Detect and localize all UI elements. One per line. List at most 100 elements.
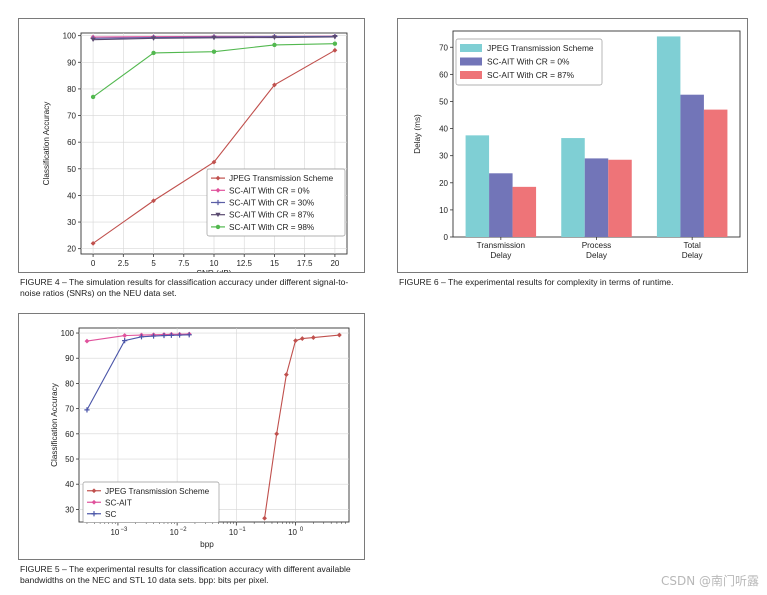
legend: JPEG Transmission Scheme SC-AIT With CR =… <box>455 38 603 86</box>
y-tick-label: 70 <box>67 112 76 121</box>
y-tick-label: 30 <box>67 218 76 227</box>
y-tick-label: 50 <box>439 97 448 106</box>
series-line <box>84 332 192 413</box>
bar <box>680 94 704 238</box>
y-tick-label: 90 <box>67 58 76 67</box>
y-axis-label: Classification Accuracy <box>50 382 59 467</box>
data-point <box>84 407 90 413</box>
y-tick-label: 100 <box>63 32 77 41</box>
data-point <box>293 338 298 343</box>
y-tick-label: 100 <box>61 329 75 338</box>
x-tick-label: 7.5 <box>178 259 190 268</box>
x-tick-label: 10 <box>229 528 238 537</box>
legend: JPEG Transmission Scheme SC-AIT SC <box>82 481 220 523</box>
data-point <box>84 338 90 344</box>
data-point <box>186 332 192 338</box>
bar <box>656 36 681 237</box>
x-axis-label: bpp <box>200 540 214 549</box>
legend-label: SC-AIT With CR = 0% <box>229 186 310 195</box>
figure-5-caption: FIGURE 5 – The experimental results for … <box>20 564 351 585</box>
legend-marker <box>91 511 97 517</box>
series-line <box>90 47 338 246</box>
data-point <box>332 34 338 40</box>
x-tick-label: 15 <box>270 259 279 268</box>
y-tick-label: 10 <box>439 206 448 215</box>
legend-swatch <box>460 71 482 79</box>
data-point <box>161 332 167 339</box>
category-label: Process <box>582 241 612 250</box>
x-tick-exponent: −3 <box>121 527 129 533</box>
y-tick-label: 50 <box>67 165 76 174</box>
data-point <box>336 332 342 338</box>
x-tick-label: 17.5 <box>297 259 313 268</box>
legend-label: JPEG Transmission Scheme <box>229 174 334 183</box>
y-axis-label: Classification Accuracy <box>42 101 51 186</box>
figure-4-caption: FIGURE 4 – The simulation results for cl… <box>20 277 349 298</box>
y-tick-label: 40 <box>67 191 76 200</box>
legend: JPEG Transmission Scheme SC-AIT With CR =… <box>206 168 346 237</box>
data-point <box>211 35 217 41</box>
data-point <box>90 240 96 246</box>
data-point <box>211 159 217 165</box>
data-point <box>90 37 96 43</box>
figure-5-panel: 30 40 50 60 70 80 90 100 10 −3 10 −2 10 −1 10 0 bpp Class… <box>18 313 365 560</box>
legend-label: SC-AIT With CR = 98% <box>229 223 314 232</box>
data-point <box>274 431 280 437</box>
legend-label: SC-AIT With CR = 0% <box>487 57 570 67</box>
x-tick-label: 10 <box>110 528 119 537</box>
x-tick-label: 0 <box>91 259 96 268</box>
legend-marker <box>215 187 221 193</box>
y-tick-label: 70 <box>439 43 448 52</box>
y-axis-label: Delay (ms) <box>413 114 422 154</box>
x-tick-exponent: 0 <box>300 527 304 533</box>
data-point <box>122 337 128 344</box>
legend-box <box>455 38 603 86</box>
legend-label: SC-AIT With CR = 87% <box>487 70 575 80</box>
legend-box <box>206 168 346 237</box>
series-line <box>262 332 342 521</box>
data-point <box>272 82 277 88</box>
y-tick-label: 40 <box>439 125 448 134</box>
legend-swatch <box>460 57 482 66</box>
legend-label: JPEG Transmission Scheme <box>487 43 594 53</box>
y-tick-label: 40 <box>65 480 74 489</box>
x-tick-label: 2.5 <box>118 259 130 268</box>
data-point <box>283 372 289 378</box>
series-line <box>90 41 338 100</box>
figure-6-panel: 0 10 20 30 40 50 60 70 Delay (ms) Transmission Del… <box>397 18 748 273</box>
data-point <box>271 35 278 40</box>
y-tick-label: 0 <box>444 233 449 242</box>
legend-swatch <box>460 44 482 52</box>
legend-label: SC-AIT With CR = 87% <box>229 211 314 220</box>
legend-marker <box>215 175 221 181</box>
y-tick-label: 30 <box>439 152 448 161</box>
bar <box>608 159 632 237</box>
x-tick-label: 5 <box>151 259 156 268</box>
category-label: Delay <box>490 251 512 260</box>
y-tick-label: 70 <box>65 405 74 414</box>
data-point <box>90 94 96 100</box>
data-point <box>310 335 316 340</box>
legend-label: SC-AIT With CR = 30% <box>229 199 314 208</box>
legend-marker <box>215 224 221 230</box>
legend-marker <box>215 212 221 218</box>
data-point <box>151 198 156 204</box>
y-tick-label: 20 <box>439 179 448 188</box>
legend-box <box>82 481 220 523</box>
data-point <box>168 332 174 338</box>
y-tick-label: 80 <box>65 379 74 388</box>
data-point <box>151 50 156 56</box>
figure-4-panel: 20 30 40 50 60 70 80 90 100 0 2.5 5 7.5 10 12.5 15 17.5 2… <box>18 18 365 273</box>
data-point <box>272 42 277 48</box>
y-tick-label: 90 <box>65 354 74 363</box>
snr-accuracy-chart: 20 30 40 50 60 70 80 90 100 0 2.5 5 7.5 10 12.5 15 17.5 2… <box>42 32 348 272</box>
data-point <box>138 334 145 340</box>
category-label: Transmission <box>477 241 526 250</box>
legend-label: SC <box>105 510 116 519</box>
y-tick-label: 60 <box>67 138 76 147</box>
data-point <box>332 47 338 53</box>
legend-label: SC-AIT <box>105 498 132 507</box>
y-tick-label: 20 <box>67 245 76 254</box>
x-tick-label: 10 <box>210 259 219 268</box>
